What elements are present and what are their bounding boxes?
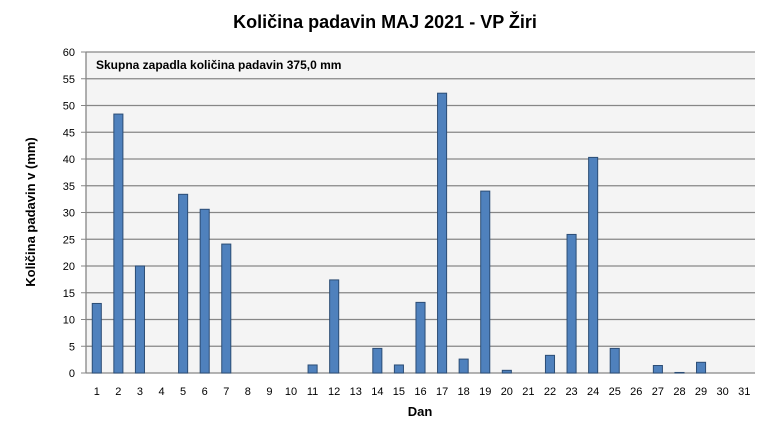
bar-day-18 bbox=[458, 358, 469, 374]
bar-day-17 bbox=[437, 92, 448, 374]
bar-day-20 bbox=[501, 369, 512, 374]
bars bbox=[91, 92, 707, 374]
y-tick-label: 15 bbox=[63, 288, 75, 300]
x-tick-label: 28 bbox=[673, 386, 685, 398]
y-tick-label: 60 bbox=[63, 47, 75, 59]
bar-day-16 bbox=[415, 301, 426, 374]
x-tick-label: 13 bbox=[350, 386, 362, 398]
y-tick-labels: 0 5 10 15 20 25 30 35 40 45 50 55 60 bbox=[63, 47, 75, 380]
x-tick-label: 9 bbox=[266, 386, 272, 398]
x-tick-label: 1 bbox=[94, 386, 100, 398]
bar-day-14 bbox=[372, 347, 383, 374]
bar-day-19 bbox=[480, 190, 491, 374]
bar-day-24 bbox=[588, 156, 599, 374]
bar-day-22 bbox=[544, 354, 556, 374]
bar-day-7 bbox=[221, 243, 232, 374]
chart-annotation: Skupna zapadla količina padavin 375,0 mm bbox=[96, 58, 341, 72]
bar-day-25 bbox=[609, 347, 620, 374]
x-tick-label: 23 bbox=[565, 386, 577, 398]
x-tick-label: 3 bbox=[137, 386, 143, 398]
x-axis-title: Dan bbox=[408, 404, 433, 419]
x-tick-label: 2 bbox=[115, 386, 121, 398]
x-tick-label: 10 bbox=[285, 386, 297, 398]
y-tick-label: 30 bbox=[63, 208, 75, 220]
x-tick-label: 21 bbox=[522, 386, 534, 398]
bar-day-15 bbox=[393, 364, 404, 374]
x-tick-label: 17 bbox=[436, 386, 448, 398]
x-tick-label: 24 bbox=[587, 386, 599, 398]
y-tick-label: 25 bbox=[63, 234, 75, 246]
bar-day-1 bbox=[91, 302, 102, 374]
y-tick-label: 45 bbox=[63, 127, 75, 139]
chart-title: Količina padavin MAJ 2021 - VP Žiri bbox=[233, 11, 537, 32]
y-tick-label: 10 bbox=[63, 315, 75, 327]
y-tick-label: 5 bbox=[69, 341, 75, 353]
bar-day-5 bbox=[178, 193, 189, 374]
x-tick-label: 22 bbox=[544, 386, 556, 398]
x-tick-labels: 1 2 3 4 5 6 7 8 9 10 11 12 13 14 15 16 17 18 19 20 21 22 23 24 2… bbox=[94, 386, 751, 398]
bar-day-2 bbox=[113, 113, 124, 374]
x-tick-label: 15 bbox=[393, 386, 405, 398]
y-tick-label: 55 bbox=[63, 74, 75, 86]
y-tick-label: 35 bbox=[63, 181, 75, 193]
x-tick-label: 8 bbox=[245, 386, 251, 398]
bar-day-11 bbox=[307, 364, 318, 374]
x-tick-label: 20 bbox=[501, 386, 513, 398]
bar-day-28 bbox=[674, 371, 685, 374]
y-tick-label: 0 bbox=[69, 368, 75, 380]
x-tick-label: 16 bbox=[414, 386, 426, 398]
x-tick-label: 4 bbox=[158, 386, 164, 398]
x-tick-label: 12 bbox=[328, 386, 340, 398]
x-tick-label: 5 bbox=[180, 386, 186, 398]
bar-day-12 bbox=[329, 279, 340, 374]
x-tick-label: 6 bbox=[202, 386, 208, 398]
y-tick-label: 20 bbox=[63, 261, 75, 273]
x-tick-label: 7 bbox=[223, 386, 229, 398]
x-tick-label: 18 bbox=[458, 386, 470, 398]
x-tick-label: 26 bbox=[630, 386, 642, 398]
x-tick-label: 31 bbox=[738, 386, 750, 398]
y-tick-label: 40 bbox=[63, 154, 75, 166]
x-tick-label: 19 bbox=[479, 386, 491, 398]
x-tick-label: 27 bbox=[652, 386, 664, 398]
bar-day-27 bbox=[652, 365, 663, 374]
bar-day-3 bbox=[134, 265, 145, 374]
y-axis-title: Količina padavin v (mm) bbox=[23, 137, 38, 287]
bar-day-29 bbox=[696, 361, 707, 374]
y-tick-label: 50 bbox=[63, 101, 75, 113]
x-tick-label: 11 bbox=[307, 386, 318, 398]
x-tick-label: 30 bbox=[717, 386, 729, 398]
x-tick-label: 14 bbox=[371, 386, 383, 398]
x-tick-label: 29 bbox=[695, 386, 707, 398]
bar-day-23 bbox=[566, 233, 577, 374]
x-tick-label: 25 bbox=[609, 386, 621, 398]
bar-day-6 bbox=[199, 208, 210, 374]
